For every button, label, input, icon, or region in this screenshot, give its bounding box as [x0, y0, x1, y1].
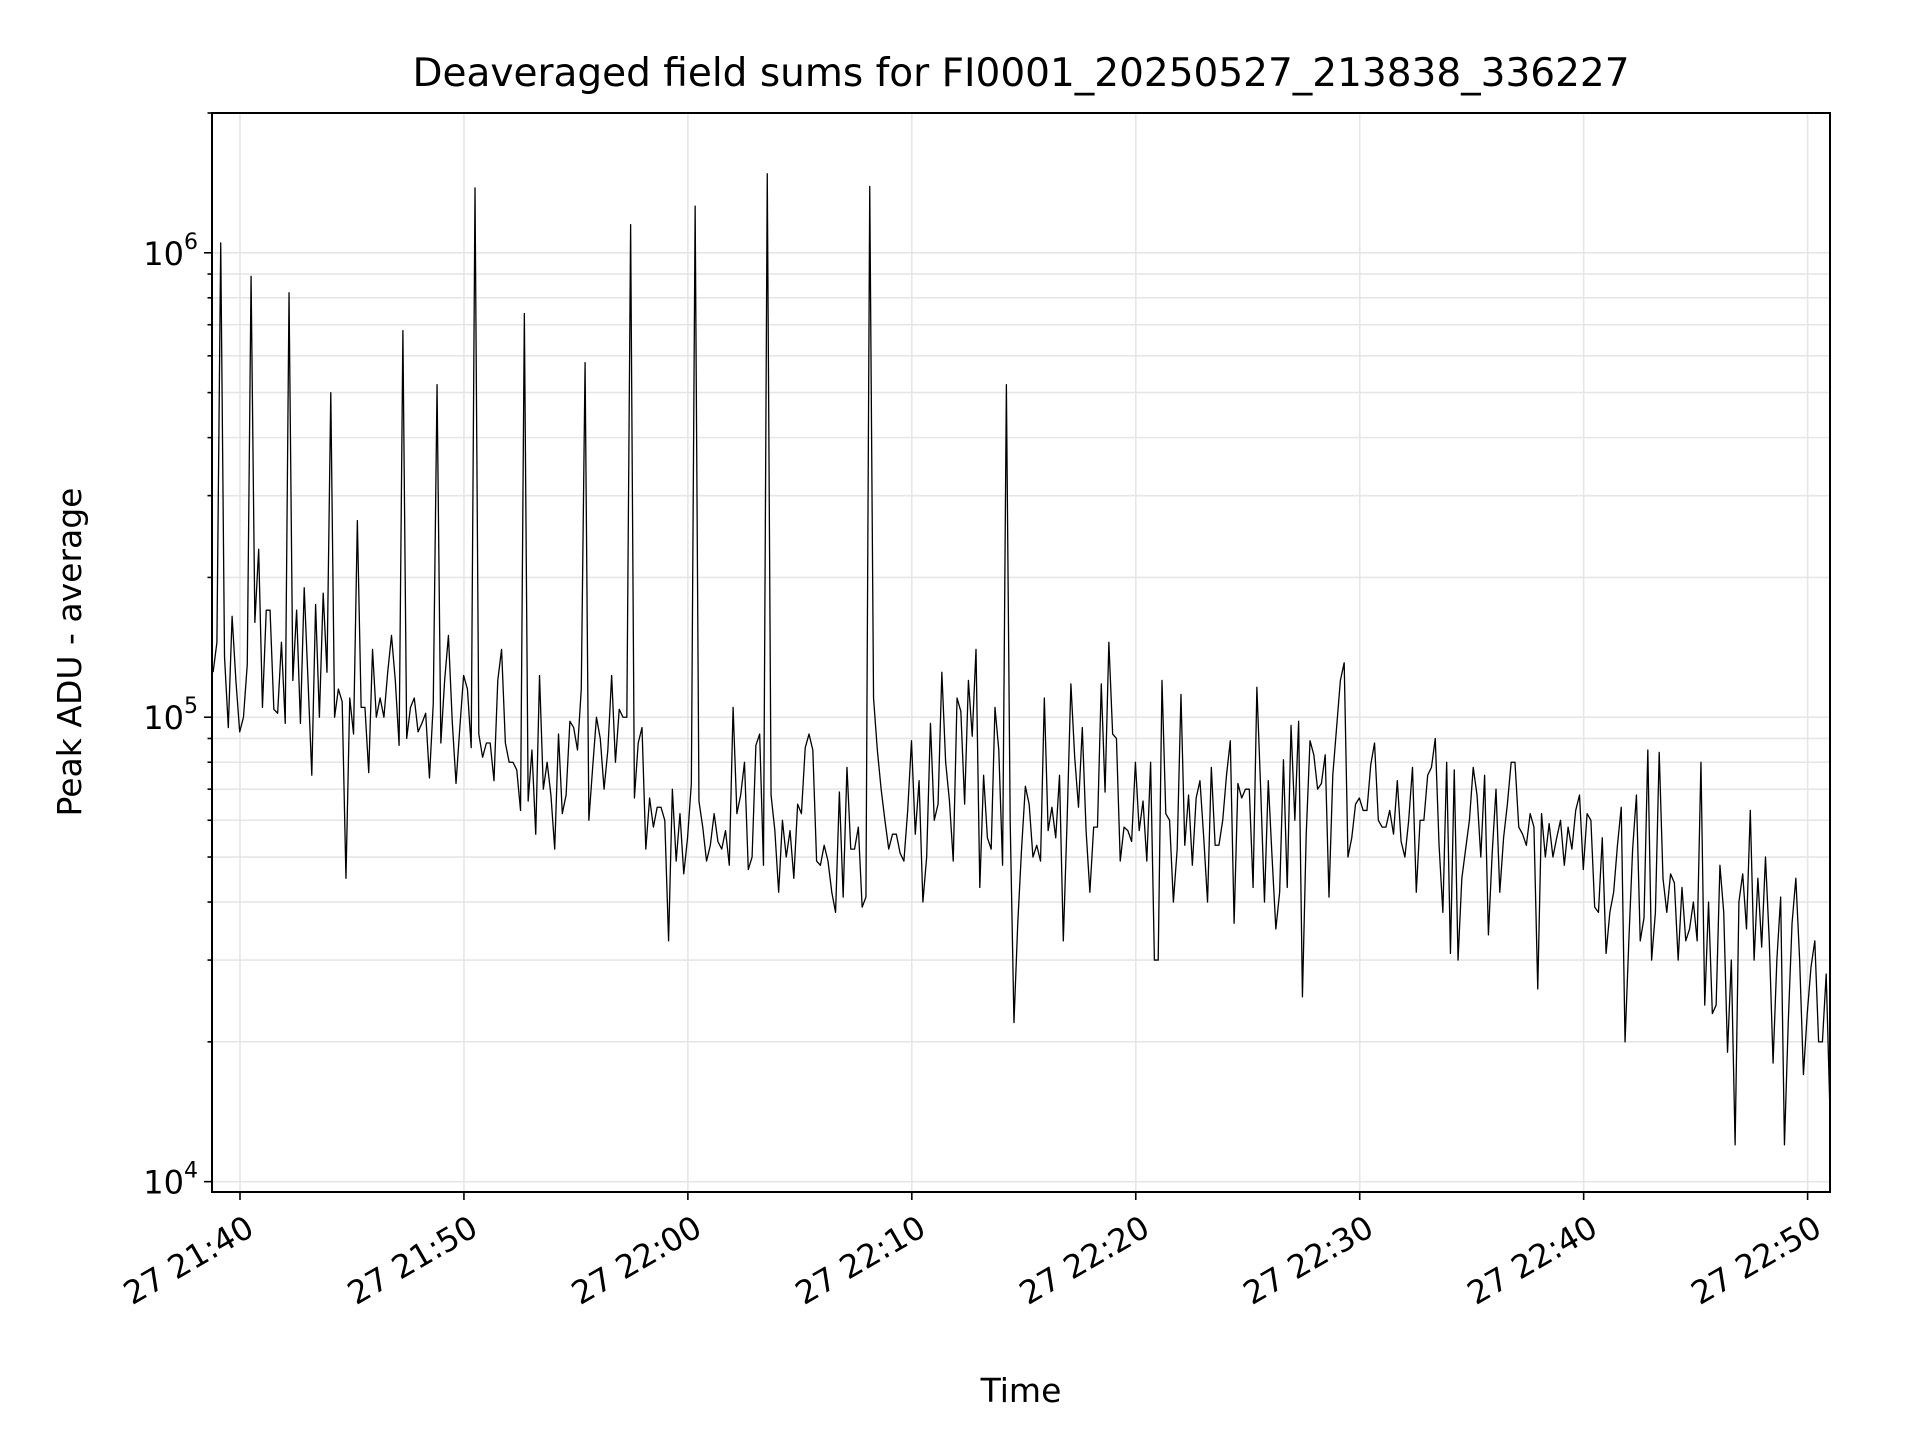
plot-frame — [211, 112, 1831, 1193]
chart-title: Deaveraged field sums for FI0001_2025052… — [412, 51, 1629, 96]
y-tick-label: 106 — [143, 230, 198, 273]
x-axis-label: Time — [980, 1371, 1062, 1410]
y-tick-label: 105 — [143, 694, 198, 737]
grid — [212, 112, 1830, 1192]
y-tick-label: 104 — [143, 1159, 198, 1202]
y-axis-label: Peak ADU - average — [50, 488, 89, 817]
series-line — [212, 173, 1831, 1146]
